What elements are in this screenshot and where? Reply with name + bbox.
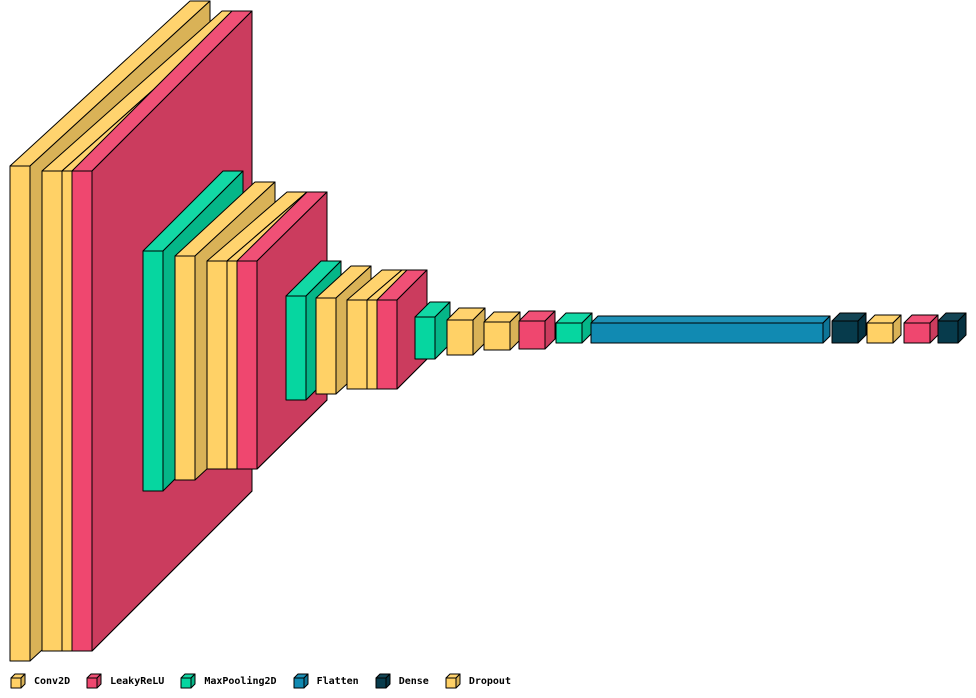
- layer-front-face: [555, 322, 583, 344]
- swatch-front: [86, 677, 98, 689]
- layer-dropout-block: [483, 311, 521, 351]
- swatch-front: [180, 677, 192, 689]
- layer-maxpooling2d-block: [414, 301, 451, 360]
- layer-front-face: [590, 322, 824, 344]
- swatch-front: [10, 677, 22, 689]
- layer-front-face: [9, 165, 31, 662]
- legend-swatch-icon: [375, 673, 391, 689]
- layer-front-face: [903, 322, 931, 344]
- layer-front-face: [285, 295, 307, 401]
- layer-conv2d-block: [446, 307, 486, 356]
- layer-front-face: [142, 250, 164, 492]
- swatch-front: [445, 677, 457, 689]
- legend-swatch-icon: [445, 673, 461, 689]
- layer-front-face: [41, 170, 63, 652]
- layer-maxpooling2d-block: [555, 312, 593, 344]
- layer-front-face: [315, 297, 337, 395]
- layer-dense-block: [831, 312, 867, 344]
- legend-label: Conv2D: [34, 675, 71, 687]
- legend-item-dense: Dense: [375, 673, 429, 689]
- layer-leakyrelu-block: [903, 314, 939, 344]
- layer-front-face: [236, 260, 258, 470]
- layer-front-face: [61, 170, 73, 652]
- layer-front-face: [366, 299, 378, 390]
- layer-front-face: [483, 321, 511, 351]
- legend-label: Flatten: [316, 675, 359, 687]
- legend-item-maxpooling2d: MaxPooling2D: [180, 673, 277, 689]
- layer-front-face: [937, 320, 959, 344]
- layer-front-face: [376, 299, 398, 390]
- layer-front-face: [446, 319, 474, 356]
- legend-label: Dense: [398, 675, 429, 687]
- legend-item-conv2d: Conv2D: [10, 673, 70, 689]
- swatch-front: [375, 677, 387, 689]
- legend-item-flatten: Flatten: [293, 673, 359, 689]
- layer-front-face: [174, 255, 196, 481]
- legend-swatch-icon: [10, 673, 26, 689]
- layer-front-face: [831, 320, 859, 344]
- layer-front-face: [518, 320, 546, 350]
- layer-dense-block: [937, 312, 967, 344]
- layer-front-face: [346, 299, 368, 390]
- legend-item-leakyrelu: LeakyReLU: [86, 673, 164, 689]
- legend-swatch-icon: [180, 673, 196, 689]
- legend-swatch-icon: [293, 673, 309, 689]
- legend-item-dropout: Dropout: [445, 673, 511, 689]
- legend-label: Dropout: [468, 675, 511, 687]
- layer-front-face: [866, 322, 894, 344]
- swatch-front: [293, 677, 305, 689]
- layer-front-face: [206, 260, 228, 470]
- layer-top-face: [590, 315, 831, 324]
- legend-label: MaxPooling2D: [204, 675, 277, 687]
- layer-flatten-block: [590, 315, 831, 344]
- layer-front-face: [71, 170, 93, 652]
- layer-front-face: [414, 316, 436, 360]
- layer-boxes: [9, 0, 967, 662]
- legend-swatch-icon: [86, 673, 102, 689]
- layer-dropout-block: [866, 314, 902, 344]
- layer-leakyrelu-block: [518, 310, 556, 350]
- layer-front-face: [226, 260, 238, 470]
- legend: Conv2D LeakyReLU MaxPooling2D Flatten Dense D…: [10, 671, 527, 691]
- legend-label: LeakyReLU: [110, 675, 165, 687]
